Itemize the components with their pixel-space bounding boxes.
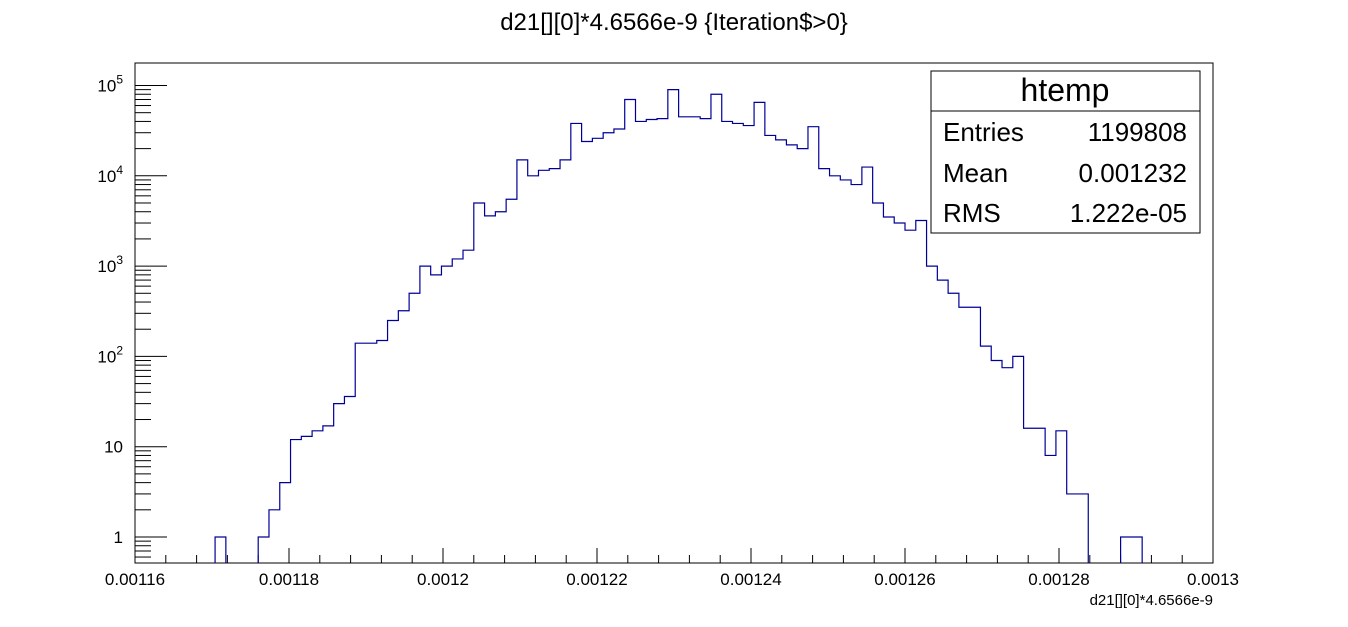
x-tick-label: 0.00128 [1028, 570, 1089, 589]
stats-box: htemp Entries 1199808 Mean 0.001232 RMS … [930, 70, 1201, 234]
stats-mean-label: Mean [943, 158, 1008, 188]
y-tick-label-base: 10 [97, 347, 116, 366]
x-tick-labels: 0.00116 0.00118 0.0012 0.00122 0.00124 0.0012… [105, 570, 1239, 589]
y-tick-label-base: 10 [97, 167, 116, 186]
y-tick-label-base: 10 [97, 257, 116, 276]
x-ticks [134, 548, 1214, 563]
stats-box-frame [930, 70, 1201, 234]
stats-entries-label: Entries [943, 117, 1024, 147]
stats-box-title: htemp [1021, 72, 1110, 108]
y-tick-label-base: 1 [114, 528, 123, 547]
stats-rms-value: 1.222e-05 [1070, 198, 1187, 228]
x-axis-label: d21[][0]*4.6566e-9 [1090, 592, 1213, 609]
y-tick-label: 1 [114, 528, 123, 547]
y-tick-label: 102 [97, 343, 123, 366]
y-major-ticks [135, 85, 167, 538]
stats-mean-value: 0.001232 [1079, 158, 1187, 188]
y-tick-label: 105 [97, 73, 123, 96]
y-tick-label: 103 [97, 253, 123, 276]
x-tick-label: 0.00122 [566, 570, 627, 589]
y-tick-label-base: 10 [104, 438, 123, 457]
stats-rms-label: RMS [943, 198, 1001, 228]
chart-title: d21[][0]*4.6566e-9 {Iteration$>0} [500, 9, 848, 36]
y-tick-label-exponent: 4 [116, 163, 123, 177]
x-tick-label: 0.0013 [1187, 570, 1239, 589]
y-tick-label-exponent: 5 [116, 73, 123, 87]
y-tick-label-exponent: 2 [116, 343, 123, 357]
y-tick-label: 104 [97, 163, 123, 186]
x-tick-label: 0.00126 [874, 570, 935, 589]
x-tick-label: 0.00124 [720, 570, 781, 589]
histogram-line [214, 89, 1143, 563]
y-tick-label-exponent: 3 [116, 253, 123, 267]
x-tick-label: 0.0012 [417, 570, 469, 589]
y-tick-label-base: 10 [97, 77, 116, 96]
stats-entries-value: 1199808 [1088, 117, 1187, 147]
x-tick-label: 0.00116 [105, 570, 165, 589]
y-minor-ticks [135, 89, 151, 558]
y-tick-label: 10 [104, 438, 123, 457]
x-tick-label: 0.00118 [259, 570, 319, 589]
